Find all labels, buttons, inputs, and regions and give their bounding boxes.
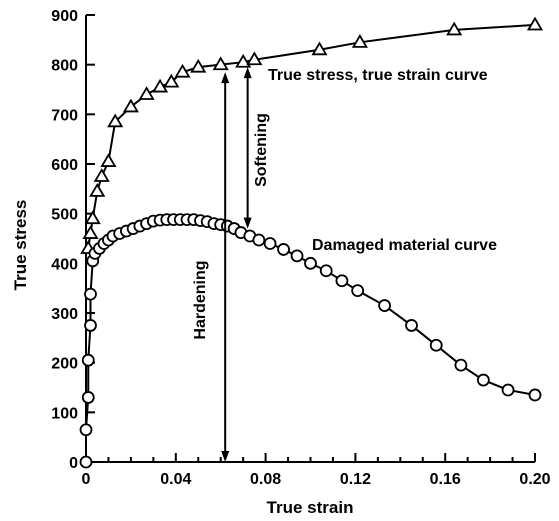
data-point-circle bbox=[81, 353, 95, 367]
arrow-head-down bbox=[243, 217, 252, 229]
data-point-circle bbox=[79, 455, 93, 469]
data-point-triangle bbox=[235, 53, 252, 68]
x-tick-label: 0.16 bbox=[430, 471, 461, 488]
series-damaged-material-curve bbox=[79, 213, 542, 469]
x-axis-label: True strain bbox=[267, 498, 354, 517]
data-point-circle bbox=[335, 274, 349, 288]
data-point-circle bbox=[378, 299, 391, 312]
data-point-circle bbox=[454, 358, 468, 372]
y-tick-label: 400 bbox=[51, 256, 78, 273]
annotation-damaged-curve: Damaged material curve bbox=[312, 237, 497, 254]
y-tick-label: 300 bbox=[51, 306, 78, 323]
data-point-triangle bbox=[311, 41, 328, 56]
data-point-circle bbox=[277, 243, 290, 256]
data-point-circle bbox=[319, 264, 333, 278]
data-point-circle bbox=[528, 388, 542, 402]
data-point-circle bbox=[79, 423, 93, 437]
data-point-circle bbox=[476, 373, 490, 387]
data-point-triangle bbox=[152, 78, 169, 93]
data-point-triangle bbox=[122, 98, 139, 113]
data-point-triangle bbox=[89, 183, 106, 197]
data-point-circle bbox=[429, 338, 443, 352]
data-point-circle bbox=[405, 319, 418, 332]
arrow-hardening bbox=[221, 72, 230, 462]
data-point-triangle bbox=[174, 63, 191, 78]
data-point-triangle bbox=[84, 210, 101, 225]
y-ticks: 0 100 200 300 400 500 600 700 800 900 bbox=[51, 8, 95, 472]
series-line bbox=[87, 23, 536, 249]
data-point-triangle bbox=[212, 56, 229, 71]
data-point-triangle bbox=[246, 51, 263, 66]
data-point-circle bbox=[252, 233, 266, 247]
x-tick-label: 0.20 bbox=[519, 471, 550, 488]
annotation-softening: Softening bbox=[253, 113, 270, 187]
annotation-true-curve: True stress, true strain curve bbox=[268, 67, 488, 84]
y-tick-label: 500 bbox=[51, 207, 78, 224]
y-tick-label: 100 bbox=[51, 405, 78, 422]
data-point-circle bbox=[351, 284, 365, 298]
y-tick-label: 0 bbox=[69, 455, 78, 472]
data-point-circle bbox=[501, 383, 515, 397]
data-point-triangle bbox=[138, 86, 155, 100]
x-tick-label: 0 bbox=[82, 471, 91, 488]
arrow-softening bbox=[243, 67, 252, 229]
data-point-triangle bbox=[163, 73, 180, 88]
y-tick-label: 200 bbox=[51, 356, 78, 373]
arrow-head-up bbox=[221, 72, 230, 84]
annotation-hardening: Hardening bbox=[192, 260, 209, 339]
data-point-circle bbox=[81, 391, 95, 404]
plot-area: 0 100 200 300 400 500 600 700 800 900 0 0.04 0.08 0.… bbox=[51, 8, 550, 488]
series-line bbox=[85, 218, 536, 462]
x-tick-label: 0.12 bbox=[340, 471, 371, 488]
data-point-circle bbox=[304, 256, 317, 270]
series-true-stress-curve bbox=[80, 16, 544, 254]
data-point-triangle bbox=[446, 21, 463, 36]
data-point-circle bbox=[84, 287, 97, 301]
y-tick-label: 600 bbox=[51, 157, 78, 174]
series-layer bbox=[79, 16, 544, 469]
arrow-head-down bbox=[221, 451, 230, 462]
x-tick-label: 0.08 bbox=[250, 471, 281, 488]
data-point-triangle bbox=[93, 168, 110, 182]
annotation-arrows bbox=[221, 67, 252, 462]
data-point-triangle bbox=[190, 58, 207, 73]
y-tick-label: 900 bbox=[51, 8, 78, 25]
data-point-triangle bbox=[107, 113, 124, 128]
data-point-circle bbox=[290, 249, 304, 263]
arrow-head-up bbox=[243, 67, 252, 79]
data-point-triangle bbox=[100, 153, 117, 167]
x-ticks: 0 0.04 0.08 0.12 0.16 0.20 bbox=[82, 453, 551, 488]
y-tick-label: 800 bbox=[51, 58, 78, 75]
x-tick-label: 0.04 bbox=[160, 471, 191, 488]
data-point-triangle bbox=[82, 225, 99, 239]
y-tick-label: 700 bbox=[51, 107, 78, 124]
data-point-triangle bbox=[351, 34, 368, 48]
data-point-circle bbox=[84, 319, 97, 332]
data-point-triangle bbox=[526, 16, 544, 31]
data-point-circle bbox=[263, 237, 277, 250]
y-axis-label: True stress bbox=[11, 200, 30, 291]
